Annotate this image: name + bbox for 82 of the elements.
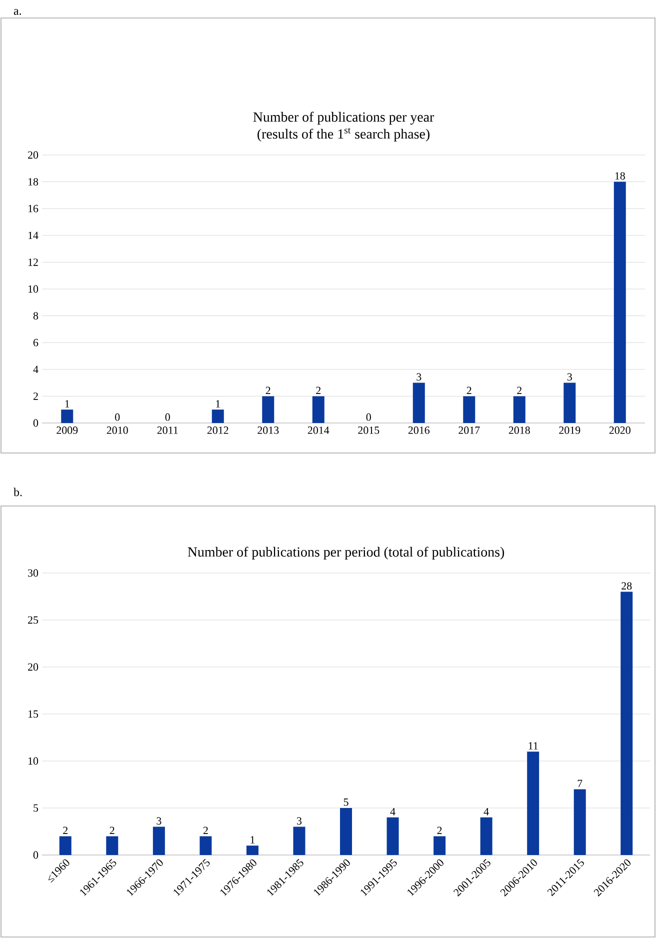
y-tick-label: 8 bbox=[33, 312, 38, 320]
chart-title: Number of publications per year bbox=[253, 112, 434, 125]
bar bbox=[61, 410, 74, 423]
x-tick-label: 2018 bbox=[508, 426, 530, 434]
data-label: 2 bbox=[110, 826, 114, 834]
y-tick-label: 10 bbox=[28, 757, 38, 765]
bar bbox=[574, 789, 586, 855]
chart-title: Number of publications per period (total of publications) bbox=[188, 546, 504, 560]
data-label: 2 bbox=[63, 826, 68, 834]
bar bbox=[106, 836, 118, 855]
bar bbox=[212, 410, 224, 423]
bar bbox=[480, 817, 492, 855]
data-label: 2 bbox=[203, 826, 208, 834]
bar bbox=[463, 396, 476, 423]
bar bbox=[386, 817, 399, 855]
bar bbox=[59, 836, 72, 855]
bar bbox=[614, 182, 626, 423]
data-label: 0 bbox=[366, 413, 371, 421]
y-tick-label: 20 bbox=[28, 151, 38, 159]
data-label: 3 bbox=[416, 373, 422, 381]
data-label: 2 bbox=[266, 386, 270, 394]
data-label: 1 bbox=[65, 400, 70, 408]
data-label: 3 bbox=[156, 817, 162, 825]
data-label: 28 bbox=[622, 582, 632, 590]
y-tick-label: 0 bbox=[33, 419, 38, 427]
bar bbox=[434, 836, 446, 855]
data-label: 5 bbox=[344, 798, 348, 806]
bar bbox=[564, 382, 576, 423]
y-tick-label: 25 bbox=[28, 616, 38, 624]
data-label: 2 bbox=[316, 386, 321, 394]
y-tick-label: 18 bbox=[28, 178, 38, 186]
y-tick-label: 14 bbox=[28, 232, 38, 240]
bar bbox=[246, 846, 258, 855]
data-label: 3 bbox=[567, 373, 572, 381]
y-tick-label: 10 bbox=[28, 285, 38, 293]
data-label: 0 bbox=[165, 413, 170, 421]
data-label: 11 bbox=[528, 742, 538, 750]
data-label: 2 bbox=[466, 386, 472, 394]
y-tick-label: 0 bbox=[33, 851, 38, 859]
y-tick-label: 16 bbox=[28, 204, 38, 212]
x-tick-label: 2013 bbox=[258, 426, 279, 434]
x-tick-label: 2017 bbox=[458, 426, 480, 434]
bar bbox=[262, 396, 274, 423]
y-tick-label: 6 bbox=[33, 338, 38, 346]
x-tick-label: 2019 bbox=[559, 426, 580, 434]
y-tick-label: 5 bbox=[34, 804, 38, 812]
y-tick-label: 20 bbox=[28, 663, 38, 671]
x-tick-label: 2016 bbox=[408, 426, 430, 434]
x-tick-label: 2014 bbox=[308, 426, 330, 434]
data-label: 0 bbox=[115, 413, 120, 421]
bar bbox=[152, 826, 165, 855]
data-label: 2 bbox=[437, 826, 442, 834]
bar bbox=[412, 382, 425, 423]
y-tick-label: 2 bbox=[33, 392, 38, 400]
x-tick-label: 2015 bbox=[358, 426, 380, 434]
y-tick-label: 12 bbox=[28, 258, 38, 266]
bar bbox=[312, 396, 324, 423]
bar bbox=[340, 808, 352, 855]
data-label: 1 bbox=[216, 400, 220, 408]
bar bbox=[293, 826, 306, 855]
bar bbox=[620, 592, 633, 855]
data-label: 4 bbox=[484, 808, 489, 816]
data-label: 3 bbox=[297, 817, 302, 825]
y-tick-label: 15 bbox=[28, 710, 38, 718]
data-label: 7 bbox=[578, 780, 582, 788]
x-tick-label: 2012 bbox=[207, 426, 228, 434]
x-tick-label: 2010 bbox=[106, 426, 128, 434]
data-label: 18 bbox=[615, 172, 625, 180]
bar bbox=[200, 836, 212, 855]
bar bbox=[513, 396, 526, 423]
x-tick-label: 2020 bbox=[609, 426, 630, 434]
data-label: 1 bbox=[250, 836, 255, 844]
x-tick-label: 2011 bbox=[157, 426, 178, 434]
data-label: 4 bbox=[390, 808, 396, 816]
data-label: 2 bbox=[517, 386, 522, 394]
y-tick-label: 4 bbox=[33, 366, 38, 373]
text: a. bbox=[14, 9, 22, 15]
text: b. bbox=[14, 488, 22, 496]
x-tick-label: 2009 bbox=[56, 426, 78, 434]
chart-subtitle: (results of the 1$^{st}$ search phase) bbox=[258, 128, 430, 142]
bar bbox=[527, 752, 540, 855]
y-tick-label: 30 bbox=[28, 569, 38, 577]
